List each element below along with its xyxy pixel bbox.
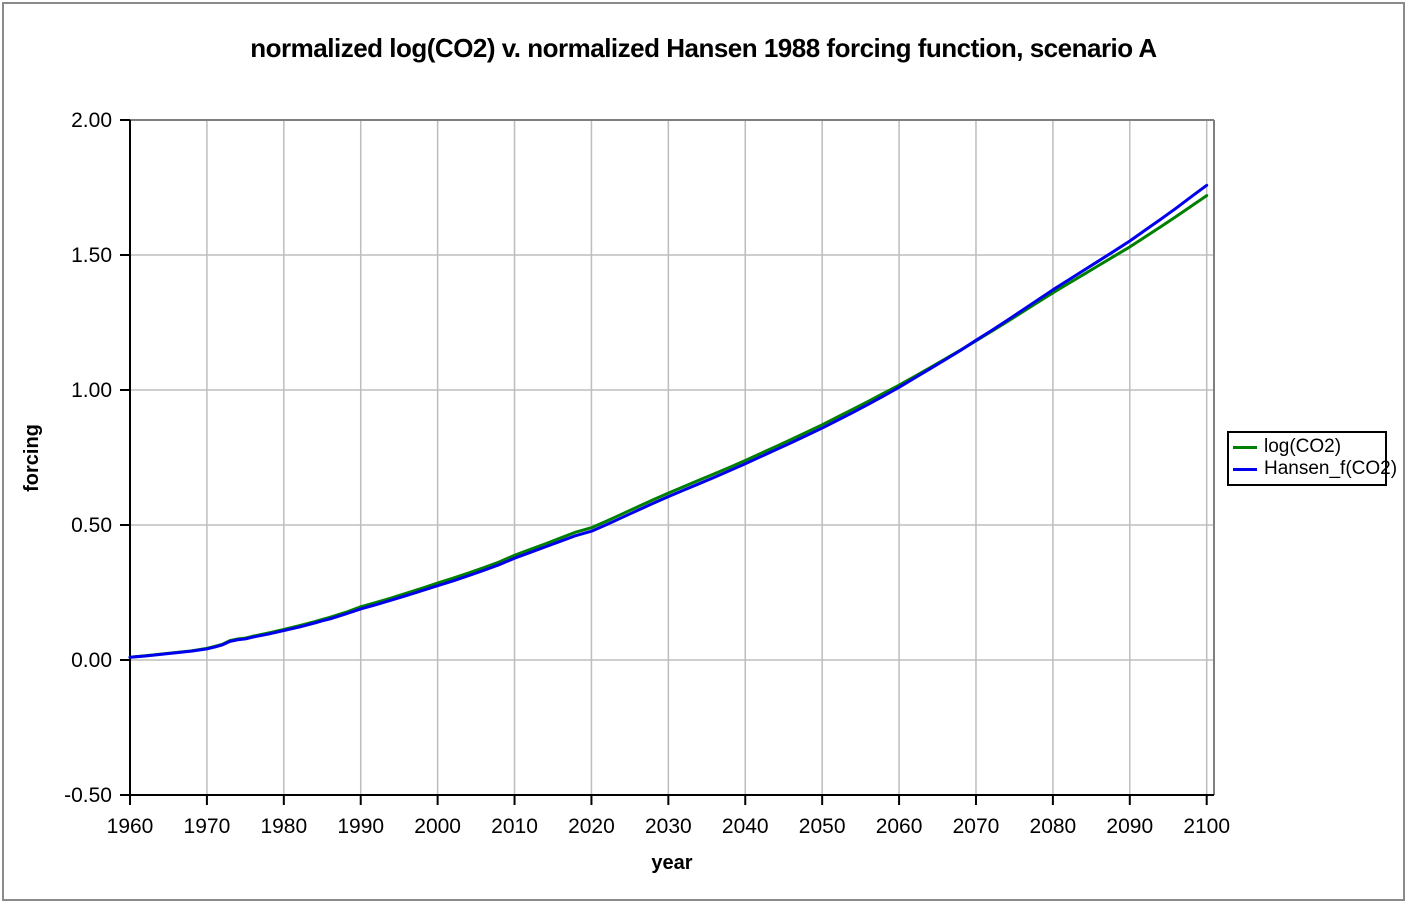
legend-box: log(CO2) Hansen_f(CO2): [1227, 431, 1397, 486]
x-tick-label: 2030: [645, 815, 692, 838]
y-tick-label: 0.50: [71, 514, 112, 537]
legend-item: Hansen_f(CO2): [1233, 458, 1397, 480]
x-tick-label: 2020: [568, 815, 615, 838]
legend-label: Hansen_f(CO2): [1264, 458, 1398, 479]
x-tick-label: 2050: [799, 815, 846, 838]
x-tick-label: 2040: [722, 815, 769, 838]
x-axis-title: year: [651, 852, 693, 874]
series-line-hansen-f-co2-: [128, 183, 1209, 659]
legend-item: log(CO2): [1233, 436, 1381, 458]
legend-label: log(CO2): [1264, 436, 1342, 457]
x-tick-label: 2000: [414, 815, 461, 838]
x-tick-label: 1970: [184, 815, 231, 838]
y-tick-label: 0.00: [71, 649, 112, 672]
x-tick-label: 2100: [1183, 815, 1230, 838]
x-tick-label: 2090: [1106, 815, 1153, 838]
x-tick-label: 2060: [876, 815, 923, 838]
y-tick-label: 1.50: [71, 244, 112, 267]
x-tick-label: 2070: [953, 815, 1000, 838]
x-tick-label: 1960: [107, 815, 154, 838]
y-tick-label: 2.00: [71, 109, 112, 132]
x-tick-label: 1980: [260, 815, 307, 838]
x-tick-label: 1990: [337, 815, 384, 838]
legend-line-sample-blue: [1233, 467, 1257, 471]
legend-line-sample-green: [1233, 445, 1257, 449]
x-tick-label: 2010: [491, 815, 538, 838]
chart-title: normalized log(CO2) v. normalized Hansen…: [250, 33, 1157, 63]
y-tick-label: -0.50: [64, 784, 112, 807]
x-tick-label: 2080: [1030, 815, 1077, 838]
y-tick-label: 1.00: [71, 379, 112, 402]
